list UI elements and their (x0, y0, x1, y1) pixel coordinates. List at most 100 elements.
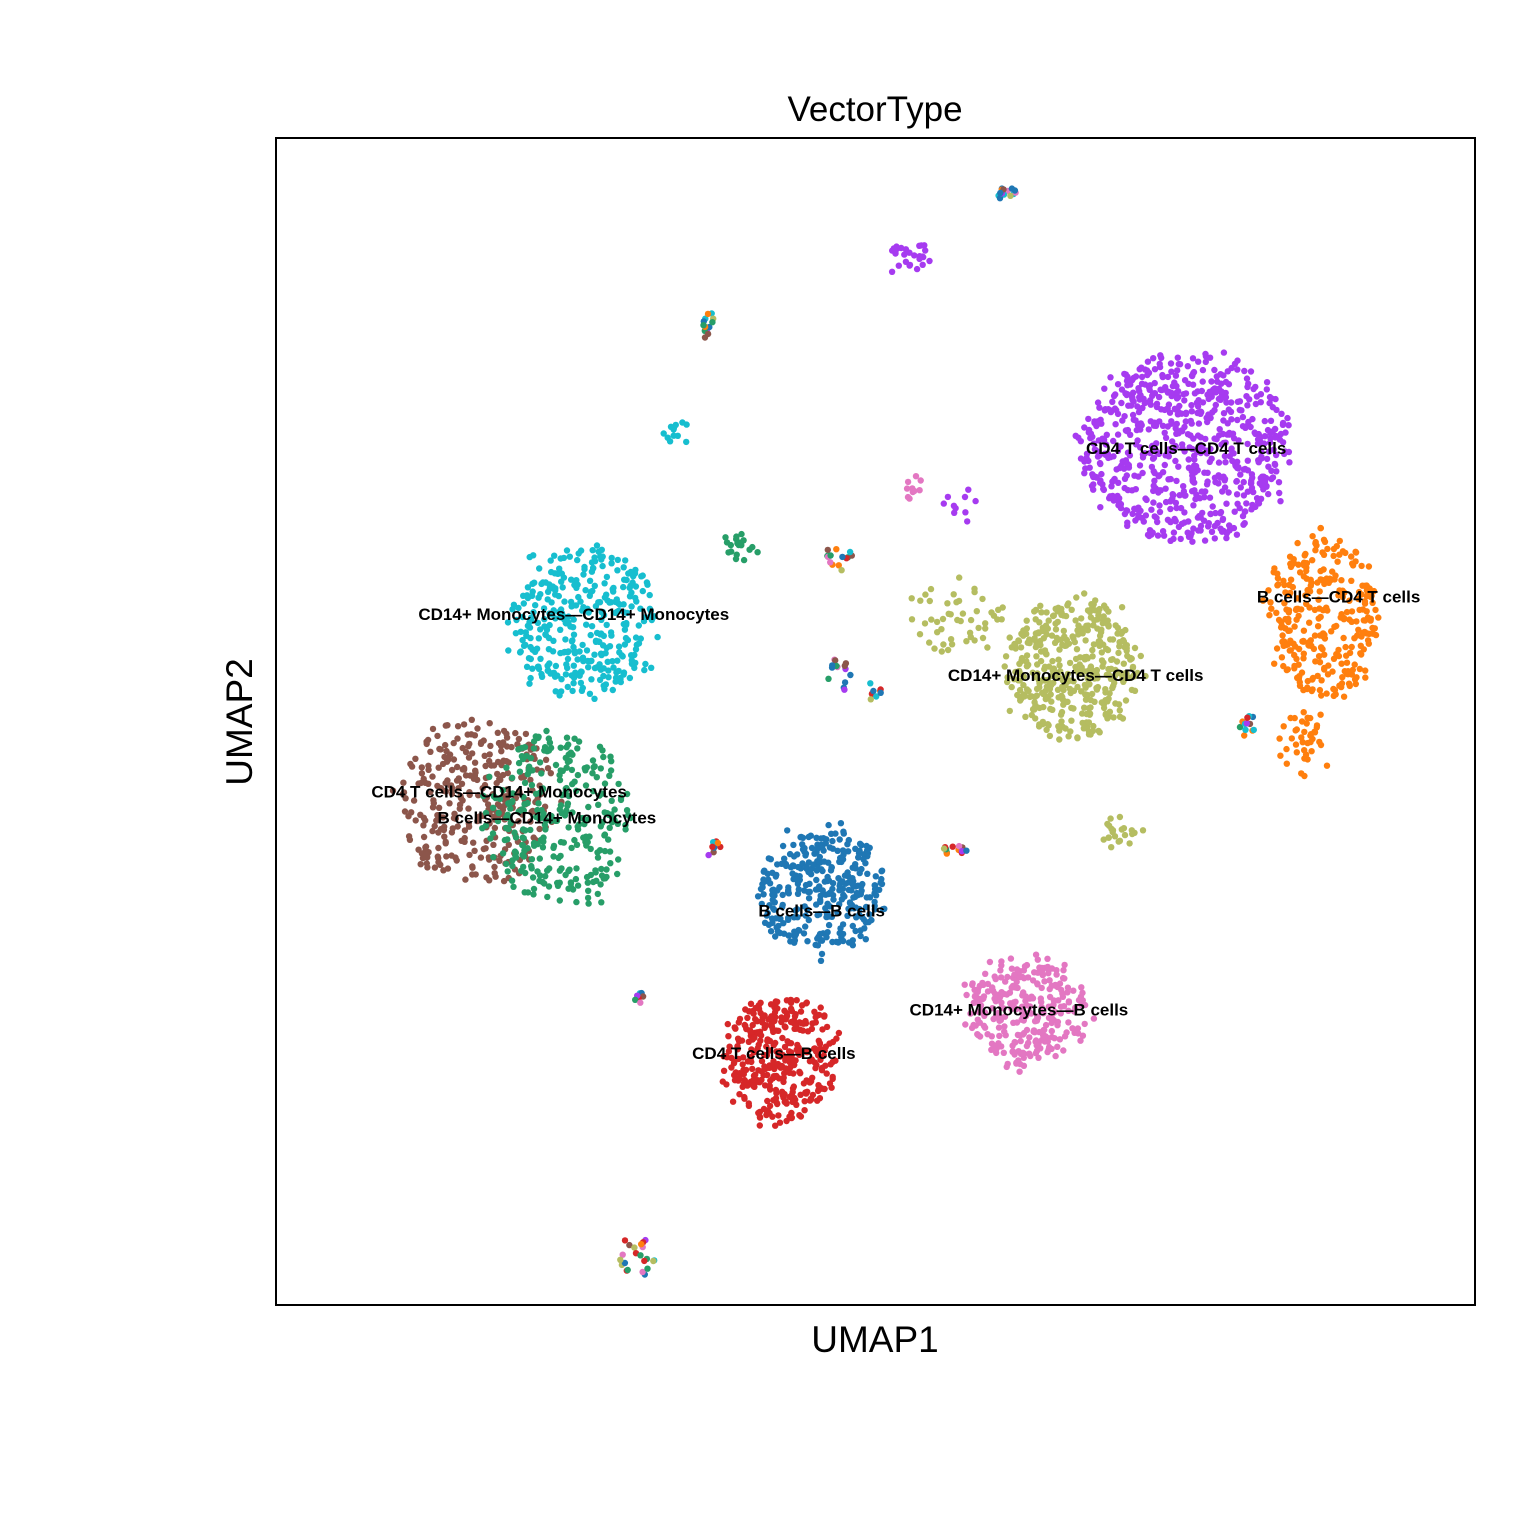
point-series-0 (1110, 437, 1117, 445)
point-series-5 (546, 865, 553, 872)
point-series-6 (814, 942, 822, 949)
point-series-1 (1293, 726, 1301, 733)
point-series-0 (1155, 393, 1163, 401)
point-series-6 (871, 906, 878, 913)
point-series-5 (568, 844, 575, 852)
point-series-2 (1110, 714, 1117, 721)
point-series-0 (962, 509, 969, 516)
point-series-0 (1226, 527, 1233, 534)
point-series-7 (781, 1007, 788, 1014)
point-series-3 (565, 613, 572, 620)
point-series-4 (454, 823, 461, 830)
point-series-3 (570, 662, 577, 669)
point-series-2 (1081, 681, 1089, 689)
point-series-0 (1228, 364, 1235, 372)
point-series-4 (423, 738, 430, 745)
point-series-0 (1273, 406, 1280, 414)
point-series-1 (1346, 649, 1354, 657)
point-series-2 (1119, 715, 1127, 722)
point-series-3 (620, 583, 627, 591)
point-series-1 (1333, 651, 1341, 658)
point-series-5 (487, 835, 494, 842)
point-series-6 (810, 861, 817, 868)
point-series-0 (1116, 464, 1123, 472)
point-series-0 (1218, 388, 1225, 395)
point-series-3 (670, 432, 677, 439)
point-series-3 (580, 571, 587, 578)
point-series-0 (1095, 420, 1102, 427)
point-series-1 (1314, 623, 1322, 630)
point-series-6 (839, 921, 847, 928)
point-series-6 (852, 927, 859, 935)
point-series-4 (442, 722, 449, 729)
point-series-4 (490, 841, 497, 848)
point-series-3 (612, 609, 619, 616)
point-series-2 (1126, 840, 1133, 847)
point-series-5 (536, 872, 544, 879)
point-island-9 (867, 680, 874, 687)
point-series-4 (481, 752, 488, 759)
point-series-0 (926, 257, 933, 265)
point-series-6 (804, 938, 811, 945)
point-series-0 (1174, 367, 1181, 374)
point-island-2 (644, 1265, 651, 1272)
point-series-0 (1170, 492, 1177, 499)
point-series-3 (641, 614, 649, 621)
point-series-4 (450, 756, 458, 763)
point-series-2 (1128, 827, 1136, 834)
point-series-7 (736, 1070, 743, 1077)
point-series-4 (497, 776, 504, 784)
point-series-5 (592, 869, 599, 876)
point-series-5 (516, 768, 524, 775)
point-series-4 (431, 822, 438, 830)
point-series-4 (500, 877, 508, 885)
point-series-1 (1375, 614, 1382, 621)
y-axis-label: UMAP2 (219, 658, 260, 785)
point-series-0 (1214, 378, 1221, 385)
point-series-0 (1144, 358, 1152, 365)
point-series-8 (1013, 1060, 1020, 1067)
point-series-6 (813, 876, 820, 884)
point-series-5 (524, 799, 531, 807)
point-series-5 (603, 866, 610, 873)
point-series-2 (1081, 704, 1088, 711)
point-series-0 (1249, 474, 1256, 481)
point-series-2 (956, 574, 963, 581)
point-series-7 (777, 1064, 784, 1071)
point-series-8 (1046, 977, 1053, 984)
point-series-5 (543, 727, 550, 735)
point-series-0 (1143, 367, 1151, 374)
point-island-5 (833, 546, 840, 553)
point-series-2 (1085, 676, 1092, 683)
point-series-1 (1348, 643, 1355, 651)
point-series-6 (845, 848, 852, 855)
point-series-0 (1245, 380, 1252, 387)
point-series-3 (530, 609, 537, 616)
point-series-7 (817, 1004, 824, 1011)
point-series-0 (1211, 535, 1219, 542)
point-series-5 (740, 556, 748, 564)
point-series-1 (1298, 669, 1306, 676)
point-series-2 (1002, 653, 1010, 660)
point-series-3 (527, 655, 534, 663)
point-series-2 (945, 610, 952, 617)
point-series-3 (588, 676, 595, 683)
point-series-1 (1296, 569, 1304, 576)
point-series-4 (439, 760, 447, 768)
point-series-4 (444, 777, 451, 784)
point-series-3 (571, 581, 578, 589)
point-series-1 (1299, 739, 1306, 746)
point-series-2 (1023, 662, 1031, 670)
point-series-3 (564, 655, 572, 663)
point-series-6 (814, 886, 821, 893)
point-series-6 (787, 864, 795, 871)
point-series-2 (947, 636, 955, 643)
point-series-2 (1076, 654, 1084, 661)
point-series-4 (422, 843, 430, 850)
point-series-6 (805, 833, 812, 841)
point-series-5 (584, 816, 592, 823)
point-series-3 (551, 673, 559, 680)
point-series-3 (601, 580, 608, 587)
point-series-2 (1110, 682, 1117, 690)
point-series-0 (1220, 349, 1228, 356)
